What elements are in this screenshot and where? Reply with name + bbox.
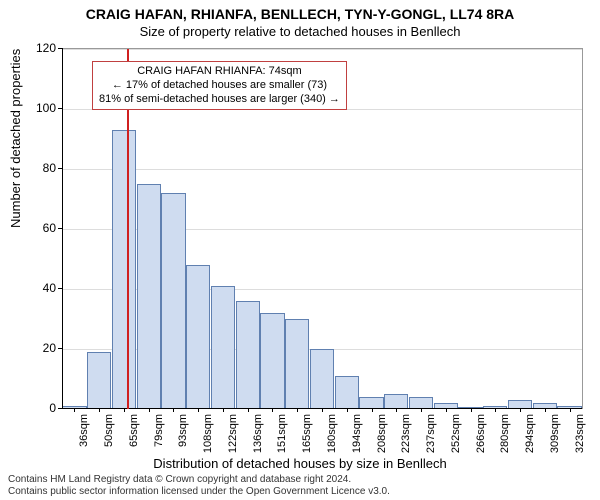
y-axis-title: Number of detached properties [8,49,23,228]
xtick-mark [149,408,150,412]
ytick-mark [58,228,62,229]
xtick-mark [248,408,249,412]
xtick-label: 252sqm [450,414,462,453]
xtick-label: 36sqm [78,414,90,447]
xtick-label: 323sqm [574,414,586,453]
bar [137,184,161,409]
xtick-mark [198,408,199,412]
xtick-label: 136sqm [252,414,264,453]
bar [310,349,334,409]
plot-area: CRAIG HAFAN RHIANFA: 74sqm← 17% of detac… [62,48,583,409]
xtick-label: 122sqm [227,414,239,453]
xtick-mark [297,408,298,412]
xtick-label: 93sqm [177,414,189,447]
x-axis-title: Distribution of detached houses by size … [0,456,600,471]
ytick-label: 40 [0,281,56,295]
xtick-label: 79sqm [153,414,165,447]
xtick-mark [322,408,323,412]
xtick-mark [173,408,174,412]
annotation-callout: CRAIG HAFAN RHIANFA: 74sqm← 17% of detac… [92,61,347,110]
xtick-label: 65sqm [128,414,140,447]
y-axis-line [62,48,63,408]
bar [87,352,111,409]
xtick-mark [272,408,273,412]
xtick-label: 151sqm [276,414,288,453]
xtick-label: 50sqm [103,414,115,447]
xtick-mark [347,408,348,412]
ytick-mark [58,348,62,349]
xtick-label: 180sqm [326,414,338,453]
xtick-label: 294sqm [524,414,536,453]
xtick-label: 108sqm [202,414,214,453]
annotation-line: 81% of semi-detached houses are larger (… [99,93,340,107]
bar [260,313,284,409]
ytick-mark [58,168,62,169]
xtick-label: 266sqm [475,414,487,453]
xtick-mark [223,408,224,412]
xtick-mark [372,408,373,412]
xtick-mark [495,408,496,412]
ytick-label: 120 [0,41,56,55]
ytick-label: 100 [0,101,56,115]
xtick-label: 223sqm [400,414,412,453]
footer-line-2: Contains public sector information licen… [8,486,592,498]
chart-title-main: CRAIG HAFAN, RHIANFA, BENLLECH, TYN-Y-GO… [0,6,600,22]
ytick-mark [58,408,62,409]
xtick-mark [421,408,422,412]
ytick-label: 60 [0,221,56,235]
xtick-label: 208sqm [376,414,388,453]
xtick-label: 165sqm [301,414,313,453]
bar [112,130,136,409]
gridline [62,169,582,170]
ytick-label: 80 [0,161,56,175]
xtick-mark [520,408,521,412]
ytick-mark [58,288,62,289]
bar [384,394,408,409]
ytick-label: 0 [0,401,56,415]
bar [161,193,185,409]
xtick-mark [545,408,546,412]
ytick-mark [58,108,62,109]
footer-attribution: Contains HM Land Registry data © Crown c… [8,474,592,498]
bar [211,286,235,409]
bar [186,265,210,409]
xtick-mark [124,408,125,412]
ytick-mark [58,48,62,49]
xtick-mark [74,408,75,412]
bar [285,319,309,409]
bar [236,301,260,409]
xtick-label: 237sqm [425,414,437,453]
gridline [62,49,582,50]
ytick-label: 20 [0,341,56,355]
bar [335,376,359,409]
xtick-mark [99,408,100,412]
xtick-mark [446,408,447,412]
xtick-mark [396,408,397,412]
xtick-label: 194sqm [351,414,363,453]
chart-title-sub: Size of property relative to detached ho… [0,24,600,39]
footer-line-1: Contains HM Land Registry data © Crown c… [8,474,592,486]
chart-container: CRAIG HAFAN, RHIANFA, BENLLECH, TYN-Y-GO… [0,0,600,500]
xtick-label: 280sqm [499,414,511,453]
xtick-mark [471,408,472,412]
xtick-mark [570,408,571,412]
annotation-line: CRAIG HAFAN RHIANFA: 74sqm [99,65,340,79]
xtick-label: 309sqm [549,414,561,453]
annotation-line: ← 17% of detached houses are smaller (73… [99,79,340,93]
